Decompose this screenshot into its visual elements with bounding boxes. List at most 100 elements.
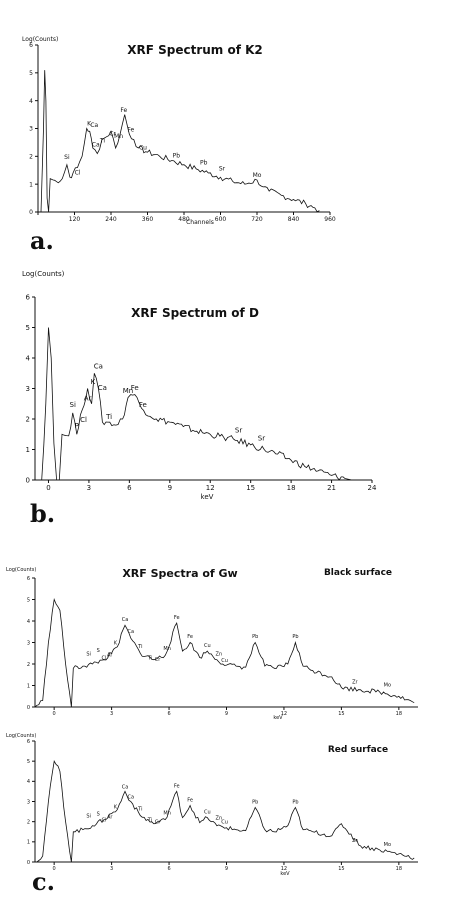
peak-label: Mn xyxy=(163,646,170,652)
peak-label: Ca xyxy=(127,629,134,635)
x-axis-label: keV xyxy=(273,715,283,721)
y-tick-label: 6 xyxy=(27,576,30,582)
x-tick-label: 12 xyxy=(281,711,287,717)
y-tick-label: 4 xyxy=(27,619,30,625)
y-tick-label: 2 xyxy=(27,819,30,825)
y-tick-label: 5 xyxy=(29,70,33,77)
peak-label: Sr xyxy=(235,427,242,435)
peak-label: Mo xyxy=(384,683,391,689)
peak-label: Mo xyxy=(253,172,262,179)
x-tick-label: 18 xyxy=(396,866,402,872)
y-tick-label: 1 xyxy=(27,840,30,846)
peak-label: S xyxy=(97,648,100,654)
peak-label: Ca xyxy=(98,384,107,392)
peak-label: K xyxy=(114,641,118,647)
y-axis-label: Log(Counts) xyxy=(6,733,36,739)
peak-label: Cl xyxy=(101,818,106,824)
peak-label: Fe xyxy=(187,798,193,804)
peak-label: Si xyxy=(64,154,70,161)
peak-label: Ti xyxy=(147,818,152,824)
peak-label: Fe xyxy=(120,107,127,114)
y-tick-label: 6 xyxy=(27,739,30,745)
y-tick-label: 3 xyxy=(27,640,30,646)
peak-label: Cr xyxy=(109,130,116,137)
y-tick-label: 3 xyxy=(26,385,30,393)
peak-label: Si xyxy=(70,401,76,409)
peak-label: Ca xyxy=(122,784,129,790)
peak-label: Fe xyxy=(139,401,147,409)
y-tick-label: 1 xyxy=(27,683,30,689)
spectrum-line xyxy=(35,327,352,481)
peak-label: K xyxy=(91,378,96,386)
x-tick-label: 18 xyxy=(287,484,296,492)
peak-label: Pb xyxy=(173,153,181,160)
x-tick-label: 240 xyxy=(105,216,117,223)
peak-label: Cu xyxy=(204,643,211,649)
y-tick-label: 3 xyxy=(29,126,33,133)
x-tick-label: 840 xyxy=(288,216,300,223)
x-tick-label: 15 xyxy=(338,711,344,717)
peak-label: Cr xyxy=(155,657,161,663)
x-tick-label: 120 xyxy=(69,216,81,223)
peak-label: Cl xyxy=(101,656,106,662)
peak-label: Pb xyxy=(292,800,298,806)
y-tick-label: 6 xyxy=(29,42,33,49)
peak-label: Cu xyxy=(221,658,228,664)
x-tick-label: 0 xyxy=(53,866,56,872)
y-tick-label: 1 xyxy=(29,181,33,188)
chart-subtitle: Red surface xyxy=(328,745,388,755)
x-tick-label: 15 xyxy=(246,484,255,492)
y-tick-label: 0 xyxy=(26,476,30,484)
peak-label: Mn xyxy=(163,811,170,817)
peak-label: Ti xyxy=(137,644,142,650)
peak-label: Zn xyxy=(216,816,223,822)
y-axis-label: Log(Counts) xyxy=(22,270,65,278)
y-tick-label: 0 xyxy=(27,860,30,866)
peak-label: Fe xyxy=(174,615,180,621)
peak-label: Ca xyxy=(92,142,100,149)
x-axis-label: Channels xyxy=(186,219,214,226)
peak-label: Zn xyxy=(216,651,223,657)
peak-label: Zr xyxy=(352,679,358,685)
peak-label: Si xyxy=(86,814,91,820)
chart-title: XRF Spectrum of K2 xyxy=(127,43,263,57)
peak-label: P xyxy=(75,422,79,430)
x-tick-label: 720 xyxy=(251,216,263,223)
x-tick-label: 12 xyxy=(206,484,215,492)
spectrum-line xyxy=(38,70,320,213)
peak-label: Ar xyxy=(84,395,92,403)
y-tick-label: 2 xyxy=(29,153,33,160)
y-tick-label: 1 xyxy=(26,446,30,454)
peak-label: Ti xyxy=(105,413,112,421)
peak-label: Sr xyxy=(219,165,226,172)
spectrum-line xyxy=(34,598,415,708)
peak-label: Fe xyxy=(131,384,139,392)
spectrum-line xyxy=(35,760,415,863)
x-tick-label: 6 xyxy=(127,484,132,492)
peak-label: Fe xyxy=(174,783,180,789)
peak-label: Cu xyxy=(139,144,147,151)
panel-caption: a. xyxy=(30,226,54,255)
chart-subtitle: Black surface xyxy=(324,568,392,578)
panel-caption: c. xyxy=(32,867,55,896)
peak-label: S xyxy=(97,812,100,818)
y-tick-label: 3 xyxy=(27,799,30,805)
panel-caption: b. xyxy=(30,499,55,528)
peak-label: Ca xyxy=(122,617,129,623)
peak-label: Mn xyxy=(123,387,133,395)
x-tick-label: 960 xyxy=(324,216,336,223)
peak-label: Pb xyxy=(200,160,208,167)
x-tick-label: 3 xyxy=(110,711,113,717)
x-tick-label: 3 xyxy=(87,484,91,492)
x-tick-label: 600 xyxy=(215,216,227,223)
peak-label: Mn xyxy=(114,133,123,140)
peak-label: Fe xyxy=(127,126,134,133)
x-tick-label: 360 xyxy=(142,216,154,223)
x-tick-label: 0 xyxy=(46,484,50,492)
x-tick-label: 9 xyxy=(168,484,172,492)
x-tick-label: 21 xyxy=(327,484,336,492)
peak-label: Cr xyxy=(155,820,161,826)
y-tick-label: 2 xyxy=(26,415,30,423)
